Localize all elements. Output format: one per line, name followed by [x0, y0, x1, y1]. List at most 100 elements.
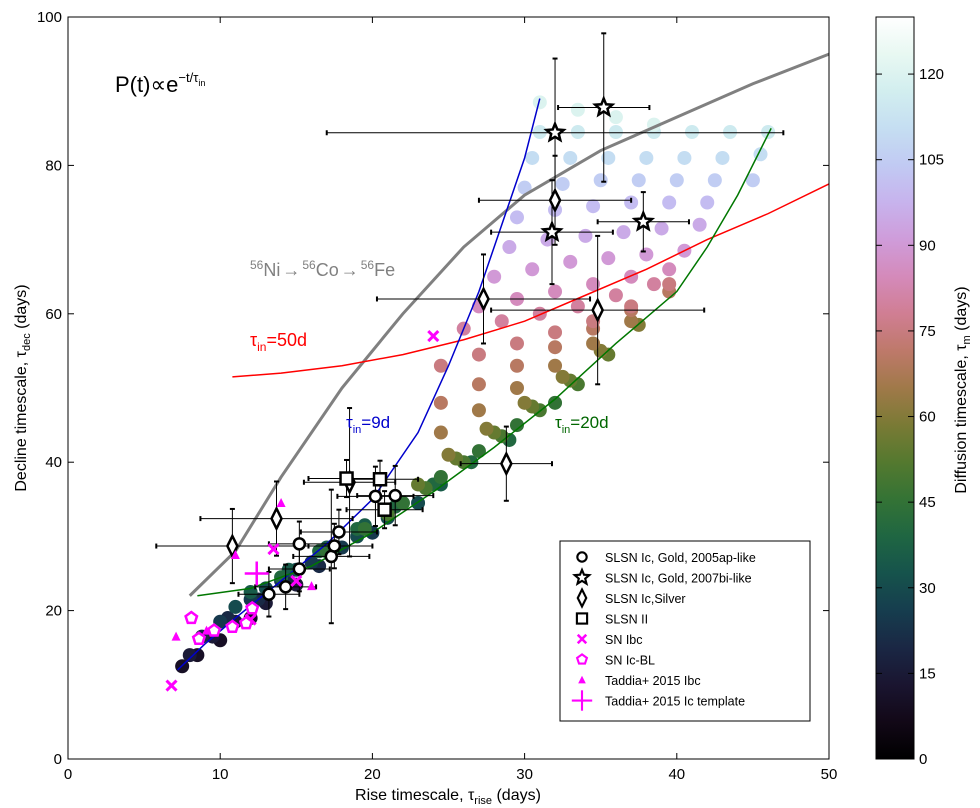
marker-triangle [171, 631, 181, 641]
error-cap [331, 522, 337, 525]
error-cap [299, 529, 302, 535]
error-cap [229, 582, 235, 585]
legend-box [559, 540, 811, 722]
error-cap [557, 105, 560, 111]
y-axis-title: Decline timescale, τdec (days) [13, 284, 33, 491]
error-cap [155, 543, 158, 549]
error-cap [595, 383, 601, 386]
model-point [624, 269, 639, 284]
error-cap [640, 250, 646, 253]
error-cap [552, 243, 558, 246]
model-line-tau-in-20d [197, 127, 772, 597]
axes: 0 10 20 30 40 50 0 20 40 60 80 100 [37, 9, 837, 783]
error-cap [552, 154, 558, 157]
error-cap [481, 342, 487, 345]
marker-diamond [499, 450, 513, 477]
error-cap [377, 459, 383, 462]
colorbar-tick-label: 90 [919, 237, 936, 254]
marker-triangle [202, 625, 212, 635]
error-cap [394, 479, 397, 485]
marker-diamond [270, 505, 283, 532]
model-point [532, 95, 547, 110]
error-cap [336, 508, 342, 511]
model-point [228, 599, 243, 614]
model-point [532, 306, 547, 321]
model-point [471, 347, 486, 362]
model-point [608, 125, 623, 140]
x-tick-label: 0 [64, 766, 72, 783]
error-cap [292, 553, 295, 559]
error-cap [490, 307, 493, 313]
y-tick-label: 20 [45, 603, 62, 620]
model-point [555, 369, 570, 384]
x-tick-label: 10 [212, 766, 229, 783]
legend-label: Taddia+ 2015 Ic template [605, 695, 745, 709]
model-point [745, 173, 760, 188]
error-cap [199, 516, 202, 522]
marker-circle [292, 537, 307, 551]
marker-diamond [591, 297, 605, 323]
model-point [715, 150, 730, 165]
marker-circle [332, 525, 346, 539]
error-cap [283, 563, 289, 566]
error-cap [392, 464, 398, 467]
model-point [570, 125, 585, 140]
error-cap [417, 476, 420, 482]
model-point [525, 150, 540, 165]
error-cap [274, 480, 280, 483]
error-cap [382, 490, 388, 493]
marker-x [576, 633, 588, 645]
error-cap [412, 493, 415, 499]
error-cap [630, 197, 633, 203]
model-point [685, 125, 700, 140]
marker-square [372, 472, 388, 487]
error-cap [703, 307, 706, 313]
y-tick-label: 0 [54, 751, 62, 768]
model-point [639, 247, 654, 262]
model-point [624, 299, 639, 314]
model-point [433, 358, 448, 373]
model-point [646, 277, 661, 292]
error-cap [274, 554, 280, 557]
x-tick-label: 20 [364, 766, 381, 783]
marker-circle [368, 489, 383, 504]
error-cap [687, 219, 690, 225]
marker-circle [292, 562, 307, 576]
error-cap [336, 553, 342, 556]
model-point [509, 418, 524, 433]
colorbar-tick-label: 45 [919, 494, 936, 511]
error-cap [503, 499, 509, 502]
marker-pentagon [575, 653, 589, 665]
error-cap [328, 488, 334, 491]
model-point [532, 125, 547, 140]
error-cap [266, 615, 272, 618]
error-cap [503, 425, 509, 428]
marker-plus [571, 690, 593, 711]
model-point [601, 150, 616, 165]
model-point [509, 210, 524, 225]
model-point [593, 173, 608, 188]
marker-star [540, 219, 564, 243]
error-cap [481, 253, 487, 256]
observed-points [165, 95, 656, 692]
marker-circle [327, 539, 342, 553]
y-tick-label: 80 [45, 157, 62, 174]
error-cap [345, 507, 348, 513]
model-point [487, 269, 502, 284]
marker-star [592, 95, 616, 118]
model-point [548, 358, 563, 373]
legend-label: SLSN Ic,Silver [605, 592, 686, 606]
marker-square [377, 502, 392, 517]
marker-pentagon [238, 615, 254, 630]
error-cap [392, 524, 398, 527]
model-line-tau-in-50d [232, 183, 830, 378]
model-point [548, 340, 563, 355]
marker-x-stroke [576, 633, 588, 645]
legend-label: Taddia+ 2015 Ibc [605, 674, 701, 688]
x-tick-label: 50 [821, 766, 838, 783]
error-cap [296, 590, 302, 593]
model-point [433, 470, 448, 485]
error-cap [267, 566, 270, 572]
colorbar-tick-label: 120 [919, 66, 944, 83]
tau-20d-label: τin=20d [555, 413, 609, 436]
